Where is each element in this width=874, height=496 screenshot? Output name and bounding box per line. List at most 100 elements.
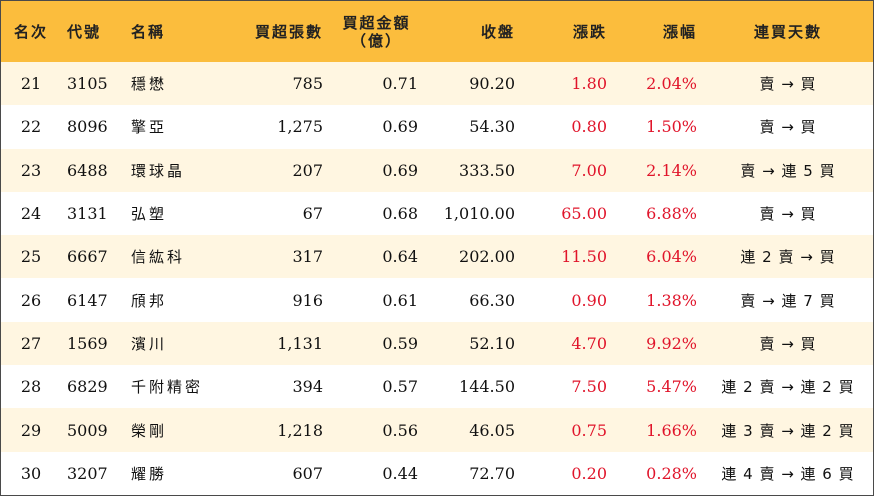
cell-net-buy-amount: 0.44: [382, 463, 418, 483]
cell-consecutive-days: 賣 → 買: [759, 205, 817, 224]
cell-name: 環球晶: [131, 161, 186, 180]
cell-change: 11.50: [561, 247, 607, 267]
table-row: 28 6829 千附精密 394 0.57 144.50 7.50 5.47% …: [1, 365, 873, 409]
cell-rank: 23: [20, 160, 42, 180]
cell-net-buy-lots: 317: [292, 247, 323, 267]
cell-name: 榮剛: [131, 421, 168, 440]
table-row: 27 1569 濱川 1,131 0.59 52.10 4.70 9.92% 賣…: [1, 321, 873, 366]
cell-rank: 25: [20, 247, 42, 267]
cell-net-buy-amount: 0.71: [382, 74, 418, 94]
cell-change-pct: 0.28%: [646, 463, 697, 483]
cell-name: 耀勝: [131, 464, 168, 483]
cell-close: 52.10: [469, 333, 515, 353]
header-rank: 名次: [13, 22, 48, 41]
cell-consecutive-days: 賣 → 買: [759, 334, 817, 353]
cell-close: 72.70: [469, 463, 515, 483]
cell-rank: 21: [20, 74, 42, 94]
cell-net-buy-lots: 1,131: [277, 333, 323, 353]
cell-consecutive-days: 賣 → 買: [759, 75, 817, 94]
cell-code: 3207: [67, 463, 108, 483]
cell-rank: 27: [20, 333, 42, 353]
table-row: 23 6488 環球晶 207 0.69 333.50 7.00 2.14% 賣…: [1, 148, 873, 192]
cell-code: 6147: [67, 290, 108, 310]
cell-change: 0.20: [571, 463, 607, 483]
cell-close: 144.50: [459, 377, 515, 397]
header-consecutive-days: 連買天數: [753, 22, 822, 41]
cell-change: 0.90: [571, 290, 607, 310]
cell-name: 穩懋: [131, 75, 168, 94]
cell-net-buy-amount: 0.57: [382, 377, 418, 397]
cell-change: 1.80: [571, 74, 607, 94]
cell-name: 頎邦: [131, 291, 168, 310]
table-row: 26 6147 頎邦 916 0.61 66.30 0.90 1.38% 賣 →…: [1, 278, 873, 322]
header-net-buy-amount-line2: （億）: [350, 31, 402, 50]
cell-net-buy-amount: 0.56: [382, 420, 418, 440]
cell-net-buy-lots: 607: [292, 463, 323, 483]
cell-consecutive-days: 賣 → 連 7 買: [740, 291, 836, 310]
cell-code: 8096: [67, 117, 108, 137]
cell-change: 65.00: [561, 204, 607, 224]
cell-net-buy-lots: 1,275: [277, 117, 323, 137]
cell-consecutive-days: 連 3 賣 → 連 2 買: [721, 421, 855, 440]
header-name: 名稱: [131, 22, 166, 41]
cell-rank: 22: [20, 117, 42, 137]
cell-net-buy-lots: 916: [292, 290, 323, 310]
cell-net-buy-amount: 0.69: [382, 160, 418, 180]
table-row: 21 3105 穩懋 785 0.71 90.20 1.80 2.04% 賣 →…: [1, 62, 873, 106]
cell-code: 3131: [67, 204, 108, 224]
table-row: 22 8096 擎亞 1,275 0.69 54.30 0.80 1.50% 賣…: [1, 105, 873, 149]
cell-net-buy-amount: 0.64: [382, 247, 418, 267]
cell-name: 濱川: [131, 334, 168, 353]
cell-close: 54.30: [469, 117, 515, 137]
cell-net-buy-amount: 0.68: [382, 204, 418, 224]
cell-consecutive-days: 連 2 賣 → 連 2 買: [721, 378, 855, 397]
header-net-buy-amount: 買超金額 （億）: [329, 1, 424, 62]
table-row: 25 6667 信紘科 317 0.64 202.00 11.50 6.04% …: [1, 235, 873, 279]
cell-change: 4.70: [571, 333, 607, 353]
header-row: 名次 代號 名稱 買超張數 買超金額 （億） 收盤 漲跌 漲幅 連買天數: [1, 1, 873, 62]
cell-close: 66.30: [469, 290, 515, 310]
cell-change-pct: 1.50%: [646, 117, 697, 137]
cell-net-buy-lots: 1,218: [277, 420, 323, 440]
cell-net-buy-lots: 394: [292, 377, 323, 397]
header-change-pct: 漲幅: [662, 22, 697, 41]
cell-close: 46.05: [469, 420, 515, 440]
cell-close: 333.50: [459, 160, 515, 180]
cell-rank: 29: [20, 420, 42, 440]
cell-consecutive-days: 賣 → 連 5 買: [740, 161, 836, 180]
cell-net-buy-amount: 0.69: [382, 117, 418, 137]
cell-close: 90.20: [469, 74, 515, 94]
cell-code: 3105: [67, 74, 108, 94]
cell-rank: 24: [20, 204, 42, 224]
cell-code: 6667: [67, 247, 108, 267]
cell-change-pct: 5.47%: [646, 377, 697, 397]
cell-change-pct: 6.04%: [646, 247, 697, 267]
header-net-buy-amount-line1: 買超金額: [342, 13, 411, 32]
cell-net-buy-lots: 67: [302, 204, 323, 224]
cell-consecutive-days: 連 2 賣 → 買: [740, 248, 836, 267]
cell-name: 擎亞: [131, 118, 168, 137]
cell-change-pct: 9.92%: [646, 333, 697, 353]
table-body: 21 3105 穩懋 785 0.71 90.20 1.80 2.04% 賣 →…: [1, 62, 873, 495]
cell-change-pct: 2.14%: [646, 160, 697, 180]
cell-code: 6488: [67, 160, 108, 180]
cell-rank: 30: [20, 463, 42, 483]
cell-change: 0.80: [571, 117, 607, 137]
table-row: 24 3131 弘塑 67 0.68 1,010.00 65.00 6.88% …: [1, 191, 873, 236]
cell-net-buy-lots: 207: [292, 160, 323, 180]
cell-name: 信紘科: [131, 248, 186, 267]
cell-name: 千附精密: [131, 378, 204, 397]
cell-code: 6829: [67, 377, 108, 397]
header-change: 漲跌: [572, 22, 607, 41]
cell-code: 1569: [67, 333, 108, 353]
cell-change-pct: 2.04%: [646, 74, 697, 94]
cell-net-buy-amount: 0.61: [382, 290, 418, 310]
cell-change-pct: 1.38%: [646, 290, 697, 310]
cell-close: 202.00: [459, 247, 515, 267]
cell-rank: 28: [20, 377, 42, 397]
header-close: 收盤: [480, 22, 515, 41]
cell-net-buy-lots: 785: [292, 74, 323, 94]
cell-change-pct: 6.88%: [646, 204, 697, 224]
